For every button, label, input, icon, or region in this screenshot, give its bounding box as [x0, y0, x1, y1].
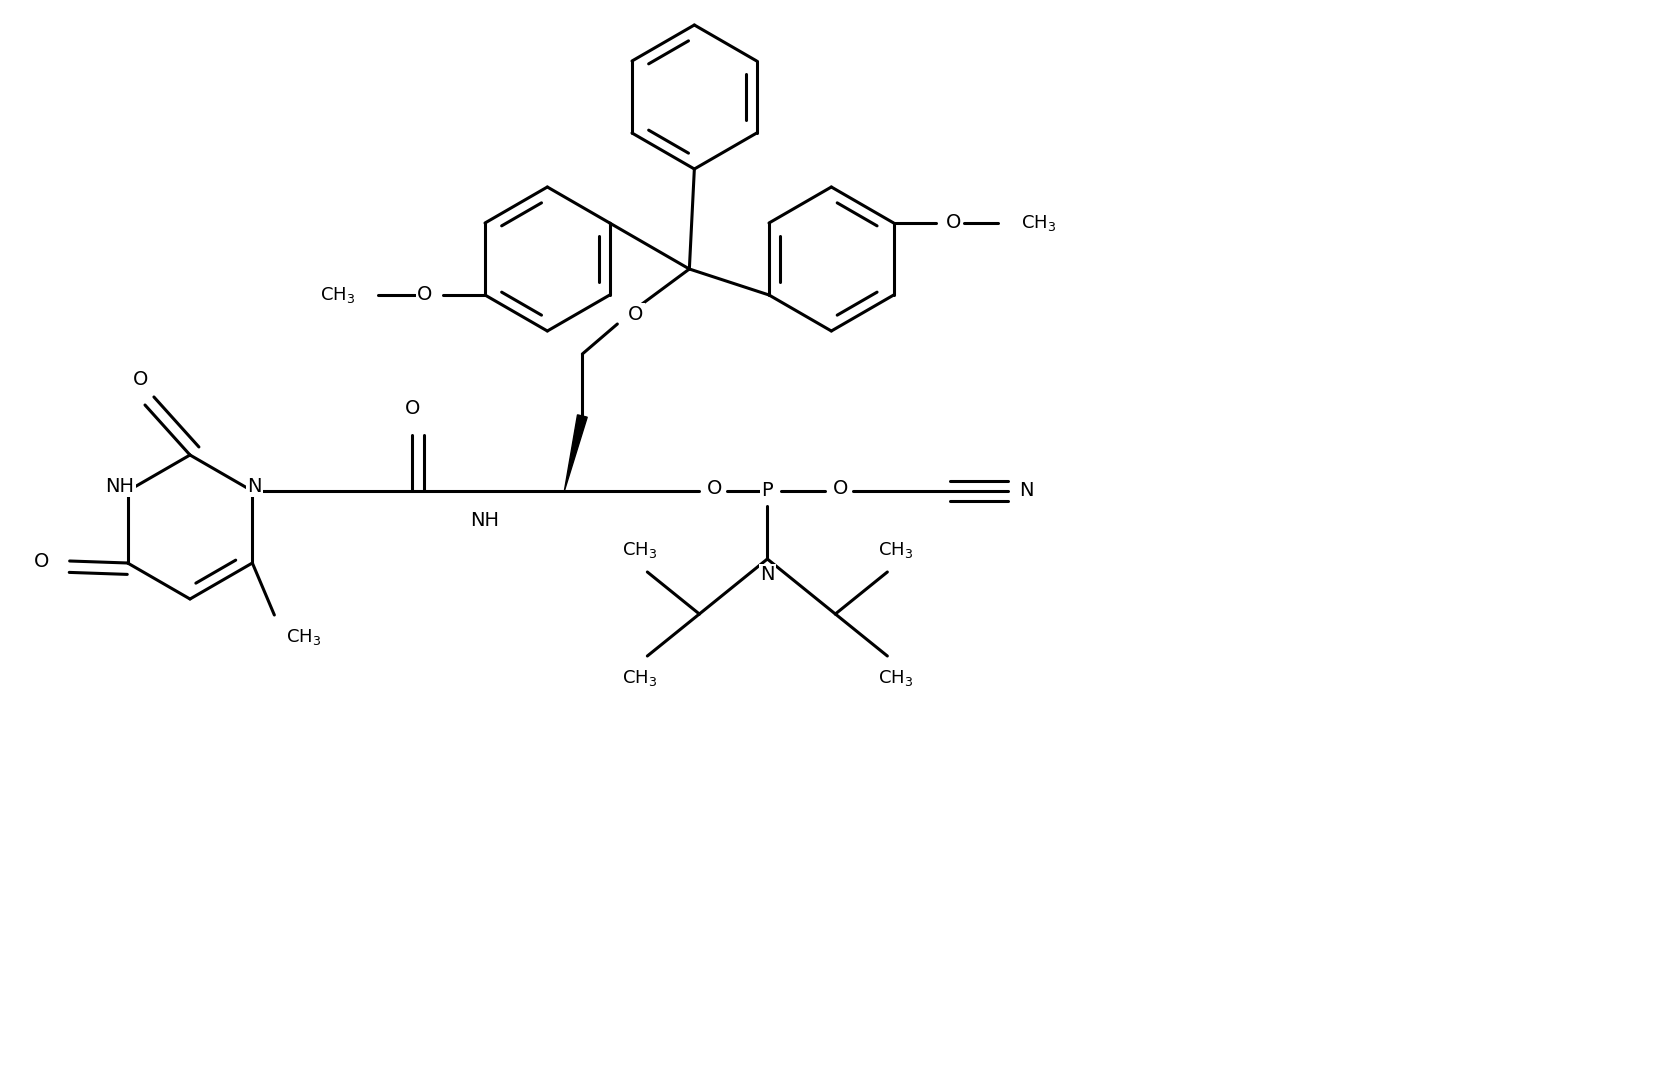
- Text: O: O: [33, 552, 50, 570]
- Text: O: O: [627, 304, 644, 324]
- Text: N: N: [247, 476, 261, 496]
- Text: O: O: [833, 479, 848, 499]
- Text: CH$_3$: CH$_3$: [622, 540, 657, 560]
- Text: NH: NH: [470, 512, 498, 530]
- Text: P: P: [761, 481, 772, 501]
- Text: O: O: [707, 479, 722, 499]
- Text: O: O: [946, 213, 961, 233]
- Text: CH$_3$: CH$_3$: [1020, 213, 1057, 233]
- Text: CH$_3$: CH$_3$: [286, 626, 321, 647]
- Text: CH$_3$: CH$_3$: [622, 668, 657, 688]
- Text: N: N: [1020, 481, 1033, 501]
- Text: N: N: [761, 566, 774, 584]
- Polygon shape: [565, 414, 587, 491]
- Text: NH: NH: [105, 476, 134, 496]
- Text: O: O: [134, 369, 149, 388]
- Text: O: O: [405, 399, 420, 419]
- Text: O: O: [418, 286, 433, 304]
- Text: CH$_3$: CH$_3$: [878, 540, 913, 560]
- Text: CH$_3$: CH$_3$: [878, 668, 913, 688]
- Text: CH$_3$: CH$_3$: [319, 285, 354, 305]
